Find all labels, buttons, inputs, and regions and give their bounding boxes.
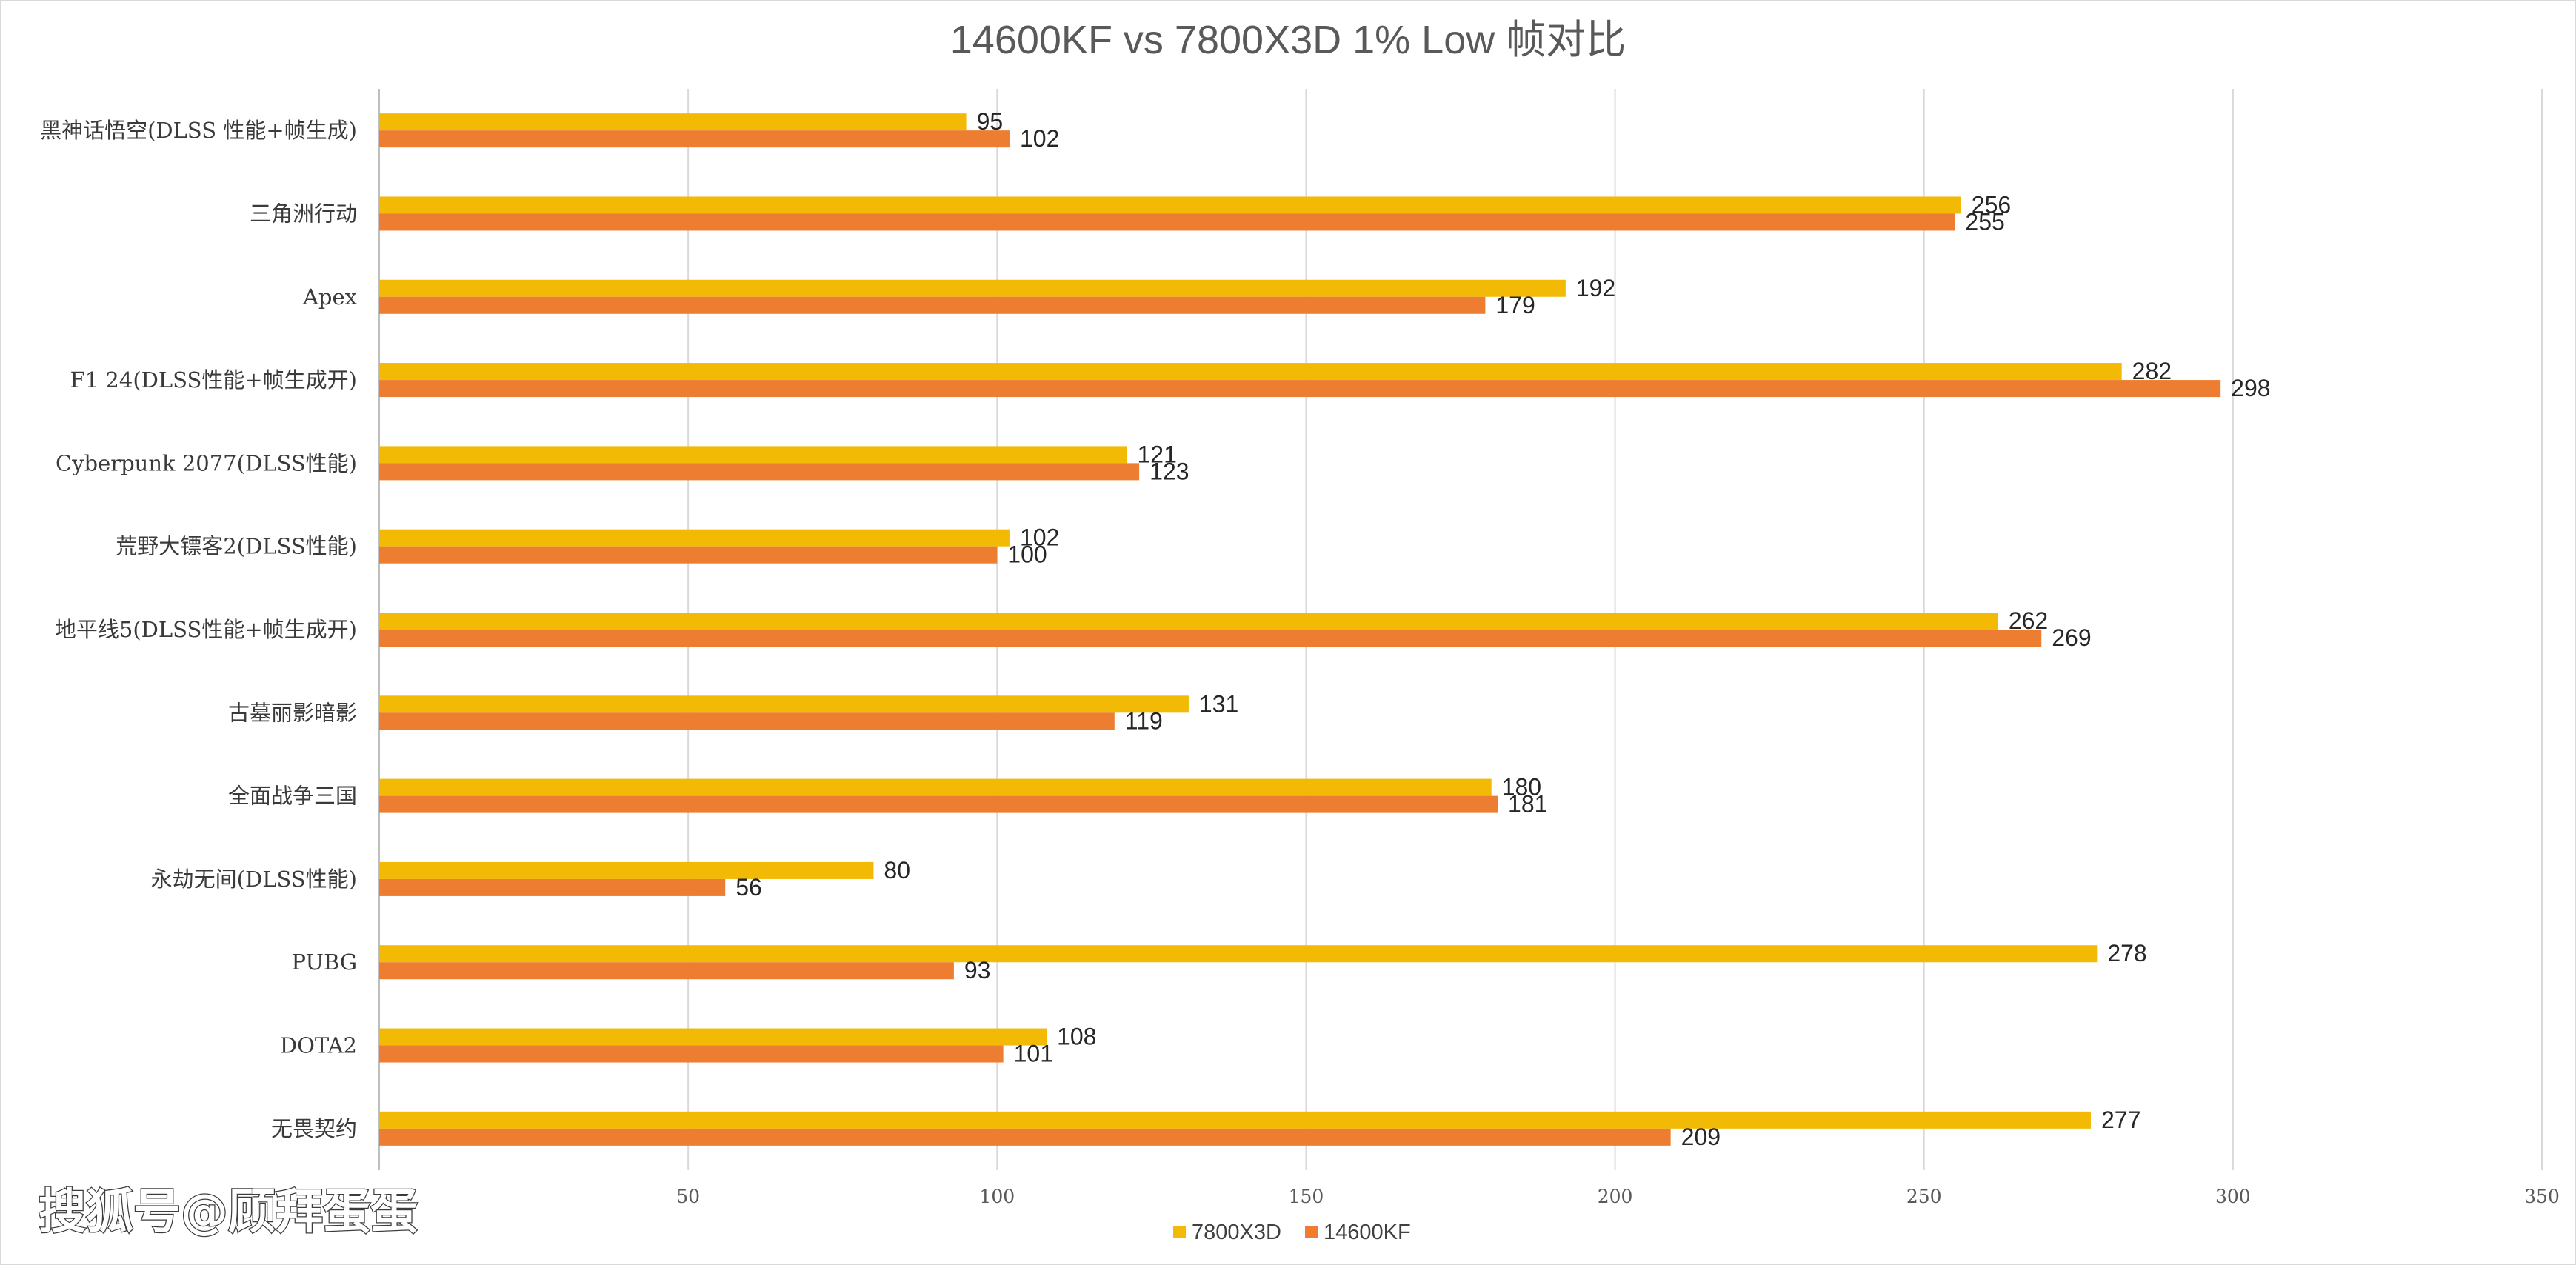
legend-label-7800x3d: 7800X3D — [1192, 1221, 1281, 1244]
category-label: 永劫无间(DLSS性能) — [151, 867, 357, 892]
data-label-7800x3d: 277 — [2101, 1107, 2140, 1133]
legend-swatch-7800x3d — [1173, 1226, 1186, 1238]
bar-14600kf — [379, 630, 2042, 647]
x-tick-labels: 50 100 150 200 250 300 350 — [676, 1186, 2560, 1207]
bar-14600kf — [379, 296, 1486, 314]
watermark-text: 搜狐号@顾拜蛋蛋 — [39, 1185, 418, 1240]
category-label: PUBG — [292, 949, 357, 975]
bar-7800x3d — [379, 363, 2122, 381]
bar-14600kf — [379, 962, 954, 980]
category-label: Apex — [302, 284, 357, 310]
data-label-7800x3d: 180 — [1502, 774, 1541, 801]
legend-swatch-14600kf — [1305, 1226, 1318, 1238]
data-label-7800x3d: 282 — [2132, 358, 2172, 384]
bar-7800x3d — [379, 279, 1566, 297]
bar-7800x3d — [379, 113, 967, 131]
bar-7800x3d — [379, 695, 1189, 713]
x-tick-label: 50 — [676, 1186, 700, 1207]
x-tick-label: 100 — [979, 1186, 1015, 1207]
bar-7800x3d — [379, 446, 1127, 464]
data-label-14600kf: 56 — [735, 874, 762, 901]
bar-7800x3d — [379, 945, 2098, 963]
data-label-7800x3d: 256 — [1972, 191, 2011, 218]
bar-14600kf — [379, 213, 1955, 231]
data-label-7800x3d: 102 — [1020, 524, 1059, 551]
x-tick-label: 150 — [1289, 1186, 1324, 1207]
data-label-14600kf: 102 — [1020, 125, 1059, 152]
data-label-7800x3d: 262 — [2009, 607, 2048, 634]
category-label: 黑神话悟空(DLSS 性能+帧生成) — [40, 118, 357, 143]
bar-14600kf — [379, 795, 1498, 813]
category-label: 三角洲行动 — [250, 201, 357, 226]
chart-title: 14600KF vs 7800X3D 1% Low 帧对比 — [950, 18, 1626, 62]
bar-7800x3d — [379, 613, 1998, 630]
category-label: 荒野大镖客2(DLSS性能) — [116, 534, 357, 559]
data-label-7800x3d: 131 — [1199, 690, 1238, 717]
data-labels: 9510225625519217928229812112310210026226… — [735, 108, 2270, 1150]
category-label: 全面战争三国 — [228, 784, 357, 809]
bar-7800x3d — [379, 778, 1492, 796]
data-label-14600kf: 269 — [2052, 624, 2091, 651]
bar-14600kf — [379, 380, 2221, 398]
category-label: 无畏契约 — [271, 1116, 357, 1141]
x-tick-label: 250 — [1906, 1186, 1942, 1207]
bar-14600kf — [379, 712, 1115, 730]
bar-14600kf — [379, 1045, 1004, 1063]
category-label: DOTA2 — [280, 1033, 357, 1058]
bar-7800x3d — [379, 196, 1961, 214]
x-tick-label: 300 — [2215, 1186, 2251, 1207]
data-label-14600kf: 123 — [1149, 458, 1189, 484]
data-label-7800x3d: 121 — [1137, 441, 1176, 467]
bar-7800x3d — [379, 861, 874, 879]
data-label-14600kf: 209 — [1681, 1124, 1721, 1150]
bar-7800x3d — [379, 1028, 1047, 1046]
data-label-14600kf: 119 — [1125, 707, 1163, 734]
data-label-14600kf: 181 — [1508, 791, 1547, 818]
data-label-7800x3d: 80 — [884, 857, 910, 884]
data-label-7800x3d: 95 — [977, 108, 1004, 135]
x-tick-label: 350 — [2524, 1186, 2560, 1207]
category-label: 古墓丽影暗影 — [228, 700, 357, 725]
bar-14600kf — [379, 546, 998, 564]
bar-14600kf — [379, 1128, 1671, 1146]
category-label: 地平线5(DLSS性能+帧生成开) — [55, 617, 357, 642]
data-label-7800x3d: 192 — [1576, 275, 1615, 301]
data-label-7800x3d: 278 — [2107, 940, 2146, 967]
bar-7800x3d — [379, 1111, 2091, 1129]
bar-14600kf — [379, 463, 1140, 481]
bar-14600kf — [379, 878, 726, 896]
category-label: Cyberpunk 2077(DLSS性能) — [56, 450, 357, 475]
legend: 7800X3D 14600KF — [1173, 1221, 1411, 1244]
data-label-14600kf: 101 — [1014, 1041, 1053, 1067]
data-label-14600kf: 179 — [1495, 292, 1535, 318]
category-labels: 黑神话悟空(DLSS 性能+帧生成) 三角洲行动 Apex F1 24(DLSS性能+… — [40, 118, 357, 1141]
data-label-7800x3d: 108 — [1057, 1024, 1096, 1050]
bar-14600kf — [379, 130, 1010, 148]
legend-label-14600kf: 14600KF — [1324, 1221, 1411, 1244]
data-label-14600kf: 100 — [1007, 541, 1047, 568]
bar-7800x3d — [379, 529, 1010, 547]
category-label: F1 24(DLSS性能+帧生成开) — [70, 367, 357, 393]
data-label-14600kf: 255 — [1965, 208, 2004, 235]
data-label-14600kf: 93 — [964, 957, 991, 984]
bars — [379, 113, 2221, 1146]
data-label-14600kf: 298 — [2231, 375, 2270, 401]
x-tick-label: 200 — [1598, 1186, 1633, 1207]
